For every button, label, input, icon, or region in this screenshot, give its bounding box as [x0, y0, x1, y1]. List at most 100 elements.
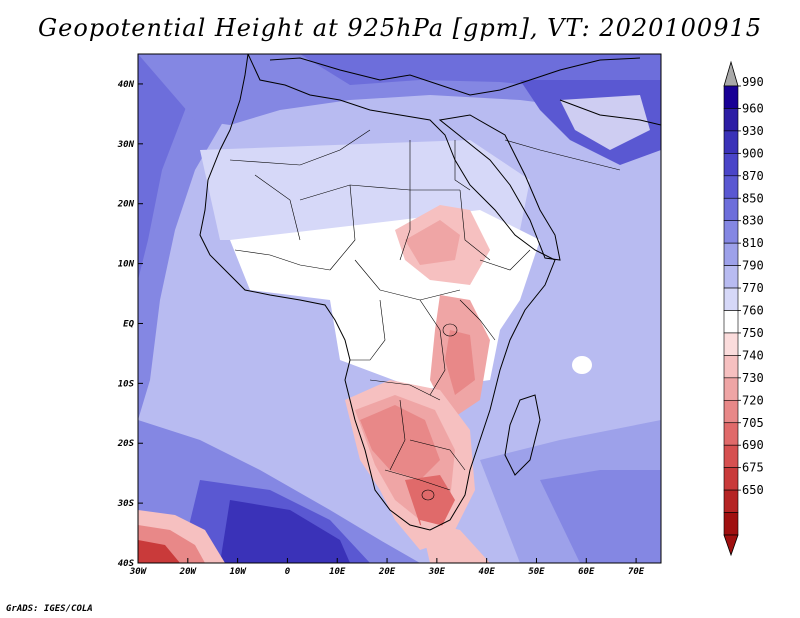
- field-sudan-core: [405, 220, 460, 265]
- border-sahel-north: [299, 184, 460, 201]
- colorbar-label: 810: [742, 236, 764, 250]
- lon-tick-label: 20E: [378, 567, 396, 577]
- lon-tick-label: 40E: [479, 567, 496, 577]
- colorbar-label: 750: [742, 326, 764, 340]
- africa-coastline: [199, 54, 556, 531]
- border-great-lakes: [419, 299, 446, 396]
- border-namibia-botswana: [389, 399, 406, 471]
- colorbar-box: [723, 85, 739, 109]
- colorbar-label: 730: [742, 371, 764, 385]
- border-chad-sudan: [399, 140, 411, 261]
- country-borders: [229, 129, 621, 501]
- latitude-ticks: 40N 30N 20N 10N EQ 10S 20S 30S 40S: [117, 80, 143, 569]
- lat-tick-label: 10N: [118, 260, 135, 270]
- colorbar-label: 960: [742, 101, 764, 115]
- colorbar-box: [723, 444, 739, 468]
- field-west-atlantic-deep: [138, 54, 200, 280]
- lon-tick-label: 10E: [329, 567, 346, 577]
- colorbar-box: [723, 220, 739, 244]
- madagascar-coastline: [504, 394, 541, 476]
- border-zimbabwe: [409, 439, 466, 471]
- grads-credit: GrADS: IGES/COLA: [6, 604, 93, 614]
- colorbar-label: 760: [742, 304, 764, 318]
- colorbar: 990 960 930 900 870 850 830 810 790 770 760 750 740 7…: [723, 60, 764, 557]
- plot-title: Geopotential Height at 925hPa [gpm], VT:…: [38, 14, 762, 42]
- field-south-atlantic-core: [220, 500, 350, 563]
- lesotho-border: [421, 489, 435, 501]
- border-middle-east: [504, 139, 621, 171]
- colorbar-label: 690: [742, 438, 764, 452]
- field-tail-low: [420, 520, 490, 563]
- colorbar-box: [723, 332, 739, 356]
- colorbar-label: 870: [742, 169, 764, 183]
- colorbar-label: 740: [742, 348, 764, 362]
- border-maghreb: [229, 129, 371, 166]
- colorbar-box: [723, 489, 739, 513]
- lat-tick-label: 40N: [118, 80, 135, 90]
- lon-tick-label: 60E: [578, 567, 595, 577]
- field-kalahari-core: [360, 405, 440, 480]
- persia-coastline: [559, 99, 661, 126]
- colorbar-box: [723, 153, 739, 177]
- lon-tick-label: 0: [285, 567, 291, 577]
- lat-tick-label: 40S: [118, 559, 135, 569]
- lon-tick-label: 20W: [179, 567, 198, 577]
- lon-tick-label: 30E: [428, 567, 446, 577]
- colorbar-box: [723, 287, 739, 311]
- lat-tick-label: 30N: [117, 140, 135, 150]
- lat-tick-label: 20S: [117, 439, 135, 449]
- map-frame: [137, 53, 662, 564]
- border-niger-chad: [329, 184, 356, 271]
- border-south-africa: [384, 469, 451, 491]
- field-south-indian-deep: [540, 470, 661, 563]
- field-drakensberg-core: [405, 475, 455, 530]
- colorbar-label: 720: [742, 393, 764, 407]
- colorbar-box: [723, 310, 739, 334]
- border-west-africa: [234, 249, 331, 271]
- europe-coastline: [269, 57, 641, 96]
- arabia-coastline: [438, 114, 561, 261]
- colorbar-under-triangle: [723, 534, 739, 557]
- lon-tick-label: 30W: [129, 567, 148, 577]
- border-horn: [479, 249, 531, 271]
- colorbar-box: [723, 108, 739, 132]
- height-field: [138, 54, 661, 563]
- colorbar-box: [723, 467, 739, 491]
- field-indian-white-patch: [572, 356, 592, 374]
- colorbar-box: [723, 265, 739, 289]
- colorbar-label: 930: [742, 124, 764, 138]
- lat-tick-label: EQ: [123, 319, 134, 329]
- colorbar-box: [723, 175, 739, 199]
- colorbar-label: 790: [742, 259, 764, 273]
- colorbar-over-triangle: [723, 60, 739, 87]
- longitude-ticks: 30W 20W 10W 0 10E 20E 30E 40E 50E 60E 70E: [129, 558, 645, 577]
- lat-tick-label: 20N: [117, 200, 135, 210]
- colorbar-box: [723, 399, 739, 424]
- colorbar-box: [723, 197, 739, 222]
- lon-tick-label: 50E: [528, 567, 545, 577]
- colorbar-box: [723, 422, 739, 446]
- colorbar-box: [723, 242, 739, 266]
- field-rift-core: [445, 330, 475, 395]
- colorbar-box: [723, 355, 739, 379]
- field-sw-low-core: [138, 540, 180, 563]
- lat-tick-label: 30S: [117, 499, 135, 509]
- lat-tick-label: 10S: [118, 379, 135, 389]
- border-angola-zambia: [369, 379, 441, 401]
- border-congo: [350, 299, 386, 361]
- colorbar-label: 850: [742, 191, 764, 205]
- border-central-africa: [354, 259, 461, 301]
- border-egypt-sudan: [454, 140, 471, 191]
- colorbar-label: 990: [742, 75, 764, 89]
- colorbar-label: 830: [742, 214, 764, 228]
- colorbar-box: [723, 130, 739, 154]
- colorbar-label: 705: [742, 416, 764, 430]
- colorbar-label: 650: [742, 483, 764, 497]
- colorbar-box: [723, 512, 739, 536]
- border-kenya-tanzania: [459, 299, 496, 341]
- colorbar-box: [723, 377, 739, 401]
- lake-victoria: [442, 323, 458, 337]
- lon-tick-label: 70E: [628, 567, 645, 577]
- lon-tick-label: 10W: [229, 567, 247, 577]
